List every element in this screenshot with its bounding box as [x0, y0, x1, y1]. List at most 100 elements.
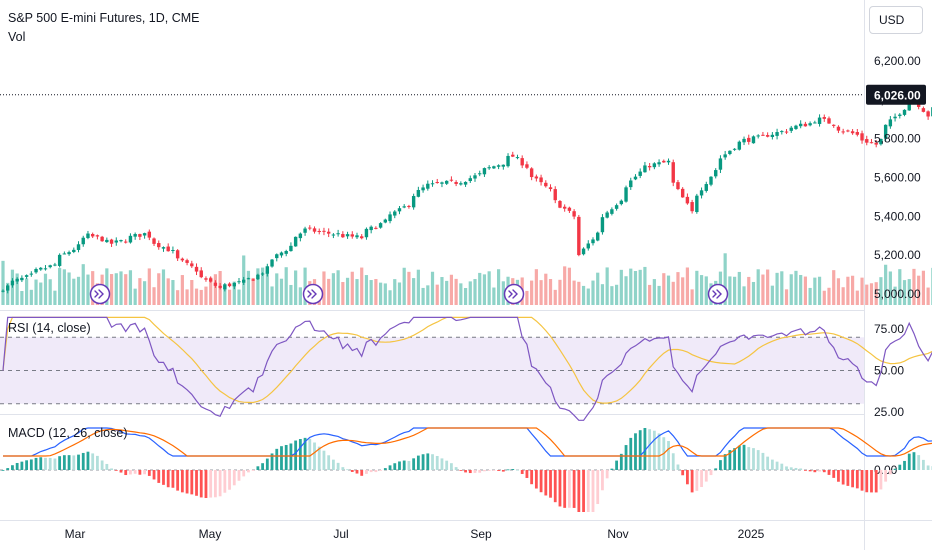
macd-histogram-bar — [223, 470, 227, 493]
volume-bar — [836, 278, 841, 305]
candle-body — [482, 168, 487, 175]
volume-bar — [497, 269, 501, 305]
volume-bar — [133, 288, 137, 305]
volume-bar — [355, 279, 359, 305]
candle-body — [355, 235, 359, 238]
candle-body — [345, 234, 350, 237]
candle-body — [246, 278, 251, 280]
volume-bar — [534, 269, 538, 305]
candle-body — [577, 216, 581, 256]
candle-body — [770, 134, 775, 138]
candle-body — [312, 228, 317, 232]
volume-bar — [157, 273, 161, 305]
candle-body — [133, 234, 137, 237]
currency-selector[interactable]: USD — [869, 6, 923, 34]
macd-histogram-bar — [638, 430, 642, 470]
macd-histogram-bar — [81, 452, 85, 470]
candle-body — [204, 278, 208, 280]
volume-bar — [369, 280, 373, 305]
volume-bar — [412, 278, 416, 305]
volume-bar — [62, 269, 66, 305]
macd-histogram-bar — [534, 470, 538, 489]
macd-histogram-bar — [870, 470, 873, 493]
macd-histogram-bar — [313, 442, 316, 470]
macd-histogram-bar — [629, 437, 633, 470]
macd-histogram-bar — [176, 470, 180, 491]
volume-bar — [147, 268, 151, 305]
volume-bar — [695, 270, 699, 305]
rsi-axis-tick: 75.00 — [874, 322, 904, 336]
candle-body — [308, 227, 312, 229]
candle-body — [426, 183, 430, 189]
candle-body — [124, 241, 128, 243]
candle-body — [544, 182, 548, 187]
macd-histogram-bar — [346, 469, 349, 471]
macd-histogram-bar — [907, 453, 911, 470]
candle-body — [487, 167, 491, 169]
macd-histogram-bar — [247, 470, 250, 473]
macd-histogram-bar — [157, 470, 161, 483]
candle-body — [874, 142, 878, 145]
candle-body — [647, 166, 652, 168]
volume-bar — [888, 271, 892, 305]
volume-bar — [190, 280, 194, 305]
macd-histogram-bar — [827, 470, 831, 475]
volume-bar — [917, 275, 921, 305]
event-flag-icon[interactable] — [707, 283, 729, 305]
macd-histogram-bar — [855, 470, 859, 489]
candle-body — [341, 234, 345, 238]
candle-body — [407, 205, 411, 207]
macd-histogram-bar — [341, 467, 345, 470]
candle-body — [6, 285, 10, 291]
event-flag-icon[interactable] — [89, 283, 111, 305]
volume-bar — [662, 273, 666, 305]
candle-body — [336, 233, 340, 235]
volume-bar — [279, 278, 284, 305]
candle-body — [81, 237, 85, 245]
volume-bar — [265, 270, 269, 305]
macd-histogram-bar — [251, 470, 255, 471]
candle-body — [558, 201, 562, 208]
macd-histogram-bar — [643, 428, 647, 470]
macd-histogram-bar — [506, 469, 510, 471]
event-flag-icon[interactable] — [503, 283, 525, 305]
macd-histogram-bar — [398, 461, 401, 470]
macd-histogram-bar — [667, 441, 670, 470]
event-flag-icon[interactable] — [302, 283, 324, 305]
candle-body — [657, 162, 661, 165]
candle-body — [289, 245, 293, 252]
currency-label: USD — [879, 13, 905, 27]
macd-histogram-bar — [563, 470, 567, 508]
volume-bar — [227, 289, 232, 305]
candle-body — [364, 228, 369, 238]
volume-bar — [629, 268, 633, 305]
candle-body — [62, 253, 67, 255]
volume-bar — [15, 273, 19, 305]
volume-bar — [440, 277, 444, 305]
candle-body — [10, 280, 15, 286]
macd-histogram-bar — [275, 448, 279, 470]
macd-histogram-bar — [676, 464, 680, 470]
candle-body — [926, 111, 930, 117]
volume-bar — [733, 276, 737, 305]
macd-histogram-bar — [511, 469, 515, 470]
candle-body — [747, 137, 751, 142]
candle-body — [175, 250, 180, 259]
macd-histogram-bar — [190, 470, 194, 495]
macd-histogram-bar — [322, 450, 326, 470]
candle-body — [251, 279, 255, 281]
volume-bar — [671, 281, 675, 305]
time-axis: Mar May Jul Sep Nov 2025 — [65, 527, 765, 541]
macd-histogram-bar — [298, 439, 302, 470]
price-axis-tick: 5,200.00 — [874, 248, 921, 262]
candle-body — [393, 211, 397, 216]
candle-body — [737, 141, 742, 150]
volume-bar — [657, 285, 661, 305]
volume-bar — [638, 269, 642, 305]
price-candles — [0, 92, 932, 294]
candle-body — [600, 217, 605, 233]
candle-body — [548, 187, 553, 190]
volume-bar — [289, 284, 293, 305]
